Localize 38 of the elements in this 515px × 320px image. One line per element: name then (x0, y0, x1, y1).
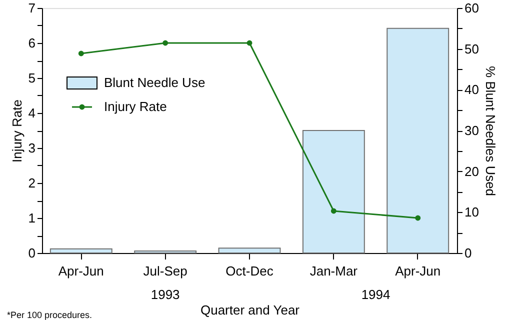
y-tick-label: 6 (28, 36, 36, 50)
y-tick-label: 5 (28, 70, 36, 86)
y-tick-label: 0 (28, 246, 36, 260)
text: 1994 (361, 287, 390, 302)
point (415, 215, 421, 221)
y2-tick-label: 60 (464, 0, 479, 16)
x-axis-title: Quarter and Year (200, 302, 300, 318)
bar (50, 248, 112, 254)
y2-tick-label: 20 (464, 164, 479, 179)
point (330, 208, 336, 214)
y2-tick-label: 40 (464, 82, 479, 98)
x-tick-label: Apr-Jun (395, 264, 441, 278)
legend-label: Injury Rate (104, 99, 167, 114)
y-tick-label: 1 (28, 210, 36, 226)
x-tick-label: Apr-Jun (58, 264, 104, 278)
y2-tick-label: 30 (464, 123, 479, 138)
legend-label: Blunt Needle Use (104, 75, 206, 90)
point (78, 50, 84, 56)
x-tick-label: Jul-Sep (143, 264, 188, 278)
bar (386, 28, 450, 254)
y-tick-label: 4 (28, 106, 36, 120)
y-tick-label: 7 (28, 0, 36, 16)
text: *Per 100 procedures. (7, 310, 92, 320)
point (162, 40, 168, 46)
x-tick-label: Jan-Mar (310, 264, 358, 278)
x-tick-label: Oct-Dec (226, 264, 274, 278)
bar (218, 248, 281, 254)
y2-tick-label: 0 (464, 246, 472, 260)
y2-tick-label: 10 (464, 204, 479, 220)
y-tick-label: 3 (28, 140, 36, 156)
bar (302, 130, 365, 254)
text: 1993 (150, 287, 180, 302)
y-tick-label: 2 (28, 176, 36, 190)
y2-tick-label: 50 (464, 41, 479, 56)
y2-axis-title: % Blunt Needles Used (482, 66, 498, 196)
bar (134, 250, 197, 254)
y-axis-title: Injury Rate (9, 100, 24, 162)
point (246, 40, 252, 46)
